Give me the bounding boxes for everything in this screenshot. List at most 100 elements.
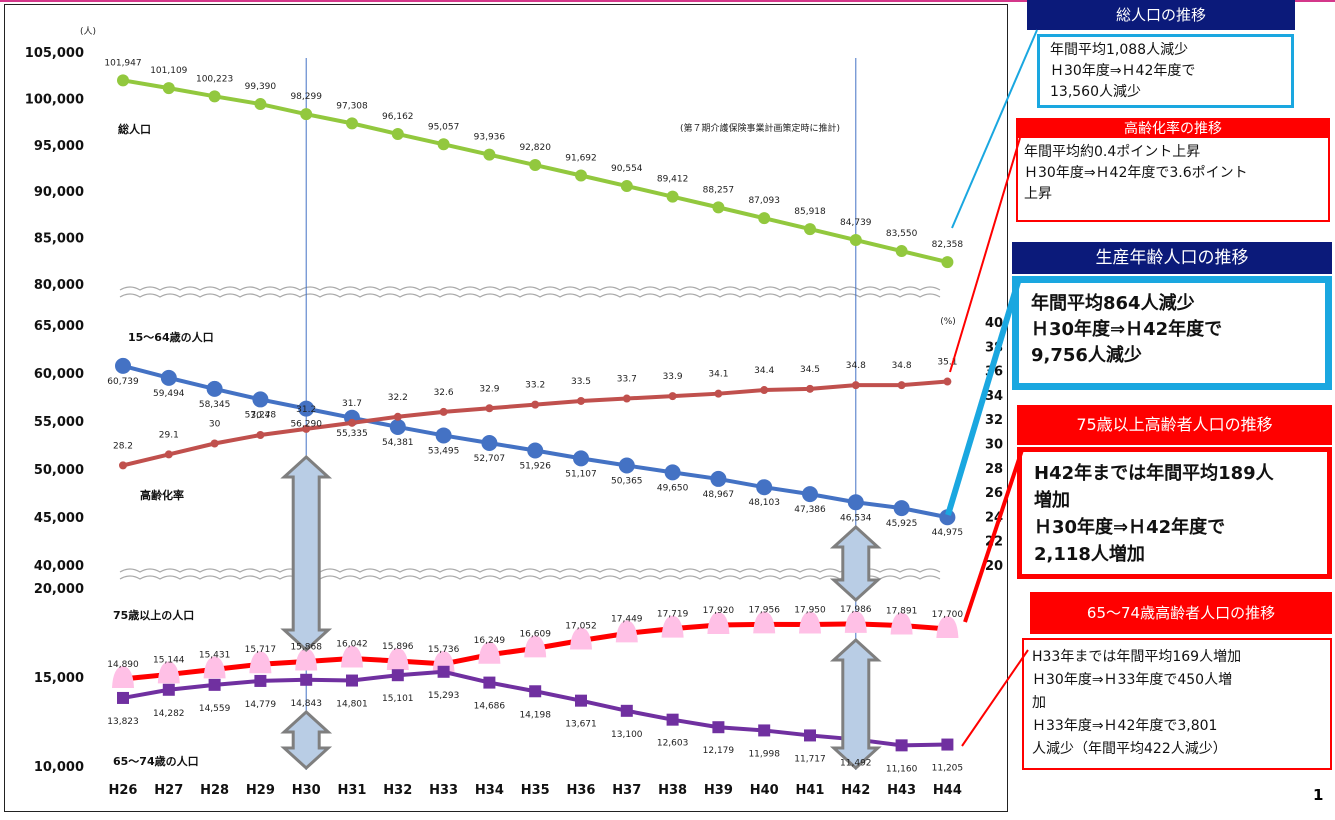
data-label: 33.2 xyxy=(525,381,545,391)
data-point xyxy=(483,676,496,689)
callout-line: Ｈ30年度⇒Ｈ42年度で3.6ポイント xyxy=(1024,165,1248,181)
series-name-label: 75歳以上の人口 xyxy=(113,608,194,622)
data-label: 15,293 xyxy=(428,691,460,701)
data-label: 14,198 xyxy=(519,710,551,720)
data-label: 16,609 xyxy=(519,629,551,639)
chart-frame xyxy=(4,4,1008,812)
data-point xyxy=(712,721,725,734)
data-point xyxy=(478,641,501,664)
data-point xyxy=(386,648,409,671)
callout-line: 年間平均約0.4ポイント上昇 xyxy=(1024,144,1201,160)
data-point xyxy=(295,648,318,671)
data-label: 56,290 xyxy=(290,420,322,430)
data-point xyxy=(117,691,129,704)
data-point xyxy=(524,635,547,658)
data-label: 54,381 xyxy=(382,438,414,448)
data-point xyxy=(300,108,313,121)
data-point xyxy=(620,180,633,193)
data-point xyxy=(893,500,910,517)
x-tick-label: H31 xyxy=(338,783,367,798)
y-tick-label: 95,000 xyxy=(34,139,84,154)
data-point xyxy=(348,418,356,427)
callout-line: H42年までは年間平均189人 xyxy=(1034,463,1274,484)
callout-title: 75歳以上高齢者人口の推移 xyxy=(1017,405,1332,445)
callout-line: 上昇 xyxy=(1024,186,1052,202)
data-label: 15,868 xyxy=(290,643,322,653)
data-point xyxy=(575,694,587,707)
y-tick-label: 15,000 xyxy=(34,671,84,686)
data-label: 15,431 xyxy=(199,650,231,660)
data-label: 46,534 xyxy=(840,513,872,523)
data-label: 11,492 xyxy=(840,758,872,768)
data-point xyxy=(895,245,908,258)
data-label: 44,975 xyxy=(932,528,964,538)
callout-line: 2,118人増加 xyxy=(1034,544,1145,565)
x-tick-label: H39 xyxy=(704,783,733,798)
data-label: 33.7 xyxy=(617,375,637,385)
x-tick-label: H43 xyxy=(887,783,916,798)
data-label: 35.1 xyxy=(937,358,957,368)
connector-working xyxy=(945,281,1021,516)
y-tick-label: 20,000 xyxy=(34,582,84,597)
data-label: 30 xyxy=(209,420,221,430)
data-label: 47,386 xyxy=(794,505,826,515)
right-tick-label: 34 xyxy=(985,389,1003,404)
series-layer xyxy=(112,74,959,752)
callout-body: H42年までは年間平均189人 増加 Ｈ30年度⇒Ｈ42年度で 2,118人増加 xyxy=(1017,447,1332,579)
axis-break-mark xyxy=(119,568,941,573)
data-label: 15,144 xyxy=(153,655,185,665)
data-point xyxy=(117,74,129,87)
data-label: 17,986 xyxy=(840,605,872,615)
double-arrow xyxy=(280,454,333,653)
y-tick-label: 85,000 xyxy=(34,232,84,247)
right-tick-label: 20 xyxy=(985,559,1003,574)
data-point xyxy=(210,439,219,448)
x-tick-label: H30 xyxy=(292,783,321,798)
connector-total xyxy=(951,29,1038,229)
data-point xyxy=(164,450,173,459)
data-label: 48,967 xyxy=(703,490,735,500)
data-label: 17,891 xyxy=(886,607,918,617)
data-point xyxy=(341,645,363,668)
data-point xyxy=(527,442,544,459)
data-point xyxy=(847,494,864,511)
data-label: 34.5 xyxy=(800,365,820,375)
x-tick-label: H37 xyxy=(612,783,641,798)
data-point xyxy=(804,223,816,236)
connector-65 xyxy=(961,649,1029,747)
data-label: 32.2 xyxy=(388,393,408,403)
data-label: 88,257 xyxy=(703,185,735,195)
callout-line: 加 xyxy=(1032,695,1046,711)
data-point xyxy=(570,627,592,650)
data-label: 29.1 xyxy=(159,430,179,440)
x-tick-label: H34 xyxy=(475,783,504,798)
double-arrow xyxy=(829,524,882,603)
data-point xyxy=(620,704,633,717)
data-label: 55,335 xyxy=(336,429,368,439)
data-point xyxy=(529,685,542,698)
data-point xyxy=(531,400,540,409)
callout-working-age: 生産年齢人口の推移 年間平均864人減少 Ｈ30年度⇒Ｈ42年度で 9,756人… xyxy=(1012,242,1332,392)
data-point xyxy=(577,396,585,405)
data-point xyxy=(849,234,862,247)
data-point xyxy=(208,678,221,691)
data-point xyxy=(622,394,631,403)
data-label: 15,717 xyxy=(245,645,277,655)
data-point xyxy=(941,738,954,751)
y-tick-label: 55,000 xyxy=(34,415,84,430)
right-tick-label: 40 xyxy=(985,316,1003,331)
data-point xyxy=(298,400,315,417)
data-label: 34.4 xyxy=(754,366,774,376)
data-label: 28.2 xyxy=(113,441,133,451)
data-label: 49,650 xyxy=(657,483,689,493)
data-point xyxy=(897,381,906,390)
data-label: 89,412 xyxy=(657,175,689,185)
data-label: 98,299 xyxy=(290,92,322,102)
callout-line: Ｈ30年度⇒Ｈ42年度で xyxy=(1034,517,1226,538)
x-tick-label: H36 xyxy=(567,783,596,798)
double-arrow xyxy=(280,709,333,771)
callout-line: Ｈ30年度⇒Ｈ42年度で xyxy=(1031,319,1223,340)
data-label: 93,936 xyxy=(474,133,506,143)
data-label: 17,719 xyxy=(657,610,689,620)
